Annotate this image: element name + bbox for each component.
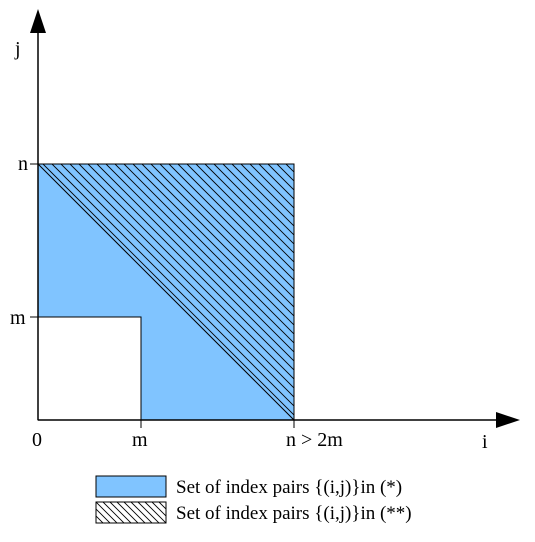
- hatch-line: [141, 164, 294, 420]
- x-tick-label-m: m: [132, 429, 148, 451]
- hatch-line: [123, 502, 146, 523]
- hatch-line: [87, 164, 294, 420]
- hatch-line: [430, 164, 535, 542]
- legend-swatch-star: [95, 475, 167, 498]
- hatch-line: [159, 164, 294, 420]
- hatch-line: [204, 164, 294, 420]
- hatch-line: [493, 164, 535, 542]
- legend-swatch-double-star: [95, 501, 167, 524]
- hatch-line: [96, 522, 97, 523]
- hatch-line: [42, 164, 294, 420]
- hatch-line: [484, 164, 535, 542]
- hatch-line: [96, 164, 294, 420]
- hatch-line: [96, 508, 111, 523]
- hatch-line: [520, 164, 535, 542]
- hatch-line: [114, 164, 294, 420]
- hatch-line: [403, 164, 535, 542]
- hatch-line: [475, 164, 535, 542]
- x-axis-label: i: [482, 431, 488, 453]
- hatch-line: [51, 164, 294, 420]
- region-double-star-outline: [36, 163, 295, 422]
- legend-label-double-star: Set of index pairs {(i,j)}in (**): [176, 503, 412, 524]
- hatch-line: [60, 164, 294, 420]
- hatch-line: [529, 164, 535, 542]
- x-tick-label-0: 0: [32, 429, 42, 451]
- hatch-line: [96, 515, 104, 523]
- hatch-line: [457, 164, 535, 542]
- hatch-line: [511, 164, 535, 542]
- hatch-line: [168, 164, 294, 420]
- hatch-line: [116, 502, 139, 523]
- hatch-line: [177, 164, 294, 420]
- hatch-line: [105, 164, 294, 420]
- hatch-line: [195, 164, 294, 420]
- y-axis-label: j: [14, 38, 21, 60]
- empty-m-square: [37, 316, 142, 421]
- hatch-line: [132, 164, 294, 420]
- legend-swatch-double-star-hatch: [96, 502, 166, 523]
- y-axis-arrow-icon: [30, 9, 46, 33]
- hatch-line: [144, 502, 166, 523]
- hatch-line: [412, 164, 535, 542]
- hatch-line: [109, 502, 132, 523]
- legend: Set of index pairs {(i,j)}in (*) Set of …: [95, 475, 412, 524]
- hatch-line: [186, 164, 294, 420]
- hatch-line: [394, 164, 535, 542]
- hatch-line: [123, 164, 294, 420]
- legend-label-star: Set of index pairs {(i,j)}in (*): [176, 477, 402, 498]
- hatch-line: [421, 164, 535, 542]
- hatch-line: [69, 164, 294, 420]
- x-axis-arrow-icon: [496, 412, 520, 428]
- y-tick-label-n: n: [18, 153, 28, 175]
- y-tick-label-m: m: [10, 307, 26, 329]
- hatch-line: [448, 164, 535, 542]
- hatch-line: [439, 164, 535, 542]
- hatch-line: [102, 502, 125, 523]
- hatch-line: [150, 164, 294, 420]
- hatch-line: [137, 502, 160, 523]
- hatch-line: [385, 164, 535, 542]
- x-tick-label-n: n > 2m: [286, 429, 343, 451]
- hatch-line: [96, 502, 118, 523]
- hatch-line: [78, 164, 294, 420]
- hatch-line: [130, 502, 153, 523]
- hatch-line: [466, 164, 535, 542]
- hatch-line: [502, 164, 535, 542]
